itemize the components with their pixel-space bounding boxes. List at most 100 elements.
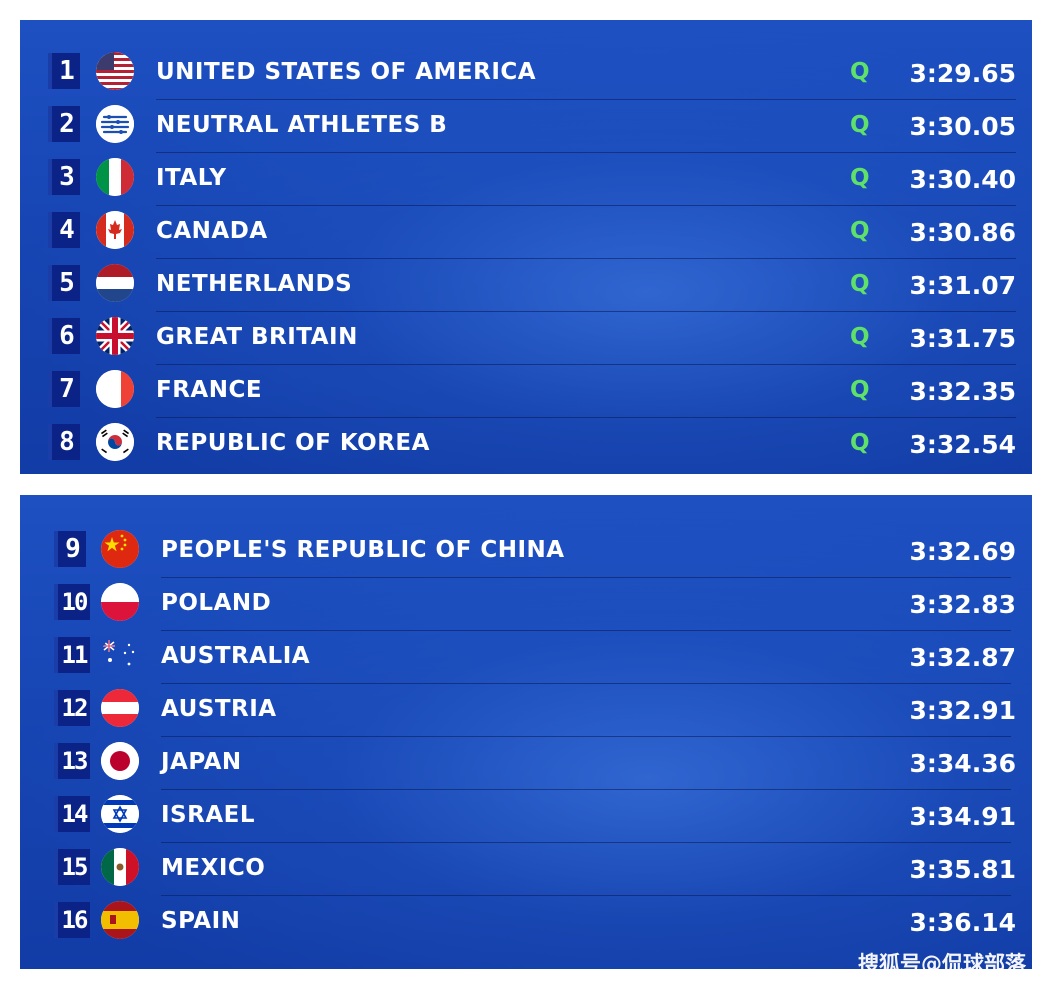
rank-badge: 1 (48, 53, 80, 89)
rank-badge: 7 (48, 371, 80, 407)
qualified-mark: Q (850, 271, 870, 297)
poland-flag-icon (101, 583, 139, 621)
result-time: 3:32.87 (909, 643, 1016, 672)
country-name: NETHERLANDS (156, 271, 353, 297)
result-row: 9 PEOPLE'S REPUBLIC OF CHINA 3:32.69 (20, 525, 1032, 578)
result-time: 3:36.14 (909, 908, 1016, 937)
result-row: 10 POLAND 3:32.83 (20, 578, 1032, 631)
australia-flag-icon (101, 636, 139, 674)
rank-badge: 13 (54, 743, 90, 779)
row-divider (161, 630, 1011, 631)
result-row: 2 NEUTRAL ATHLETES B Q 3:30.05 (20, 100, 1032, 153)
row-divider (156, 99, 1016, 100)
canada-flag-icon (96, 211, 134, 249)
country-name: POLAND (161, 590, 272, 616)
france-flag-icon (96, 370, 134, 408)
result-row: 7 FRANCE Q 3:32.35 (20, 365, 1032, 418)
country-name: PEOPLE'S REPUBLIC OF CHINA (161, 537, 565, 563)
qualified-mark: Q (850, 218, 870, 244)
row-divider (161, 736, 1011, 737)
result-time: 3:35.81 (909, 855, 1016, 884)
result-time: 3:30.05 (909, 112, 1016, 141)
country-name: SPAIN (161, 908, 241, 934)
country-name: REPUBLIC OF KOREA (156, 430, 430, 456)
qualified-mark: Q (850, 377, 870, 403)
result-time: 3:32.91 (909, 696, 1016, 725)
row-divider (156, 364, 1016, 365)
result-time: 3:34.36 (909, 749, 1016, 778)
austria-flag-icon (101, 689, 139, 727)
country-name: UNITED STATES OF AMERICA (156, 59, 537, 85)
rank-badge: 10 (54, 584, 90, 620)
row-divider (161, 895, 1011, 896)
rank-badge: 16 (54, 902, 90, 938)
result-row: 6 GREAT BRITAIN Q 3:31.75 (20, 312, 1032, 365)
mexico-flag-icon (101, 848, 139, 886)
qualified-mark: Q (850, 165, 870, 191)
result-row: 1 UNITED STATES OF AMERICA Q 3:29.65 (20, 47, 1032, 100)
result-row: 14 ISRAEL 3:34.91 (20, 790, 1032, 843)
qualified-mark: Q (850, 324, 870, 350)
row-divider (161, 789, 1011, 790)
qualified-mark: Q (850, 59, 870, 85)
country-name: GREAT BRITAIN (156, 324, 358, 350)
usa-flag-icon (96, 52, 134, 90)
japan-flag-icon (101, 742, 139, 780)
results-panel-bottom: 9 PEOPLE'S REPUBLIC OF CHINA 3:32.69 10 … (20, 495, 1032, 969)
row-divider (156, 417, 1016, 418)
country-name: FRANCE (156, 377, 263, 403)
country-name: ITALY (156, 165, 227, 191)
results-panel-top: 1 UNITED STATES OF AMERICA Q 3:29.65 2 N… (20, 20, 1032, 474)
spain-flag-icon (101, 901, 139, 939)
rank-badge: 14 (54, 796, 90, 832)
result-row: 4 CANADA Q 3:30.86 (20, 206, 1032, 259)
rank-badge: 2 (48, 106, 80, 142)
result-time: 3:30.86 (909, 218, 1016, 247)
country-name: AUSTRALIA (161, 643, 311, 669)
row-divider (161, 683, 1011, 684)
rank-badge: 4 (48, 212, 80, 248)
rank-badge: 9 (54, 531, 86, 567)
result-row: 3 ITALY Q 3:30.40 (20, 153, 1032, 206)
row-divider (156, 205, 1016, 206)
country-name: MEXICO (161, 855, 266, 881)
rank-badge: 11 (54, 637, 90, 673)
result-time: 3:30.40 (909, 165, 1016, 194)
neutral-athletes-flag-icon (96, 105, 134, 143)
row-divider (156, 152, 1016, 153)
result-time: 3:31.07 (909, 271, 1016, 300)
row-divider (156, 311, 1016, 312)
country-name: ISRAEL (161, 802, 256, 828)
country-name: CANADA (156, 218, 268, 244)
result-time: 3:32.69 (909, 537, 1016, 566)
country-name: NEUTRAL ATHLETES B (156, 112, 448, 138)
result-row: 13 JAPAN 3:34.36 (20, 737, 1032, 790)
row-divider (161, 842, 1011, 843)
qualified-mark: Q (850, 112, 870, 138)
israel-flag-icon (101, 795, 139, 833)
great-britain-flag-icon (96, 317, 134, 355)
china-flag-icon (101, 530, 139, 568)
rank-badge: 3 (48, 159, 80, 195)
rank-badge: 5 (48, 265, 80, 301)
country-name: AUSTRIA (161, 696, 277, 722)
rank-badge: 6 (48, 318, 80, 354)
result-time: 3:32.83 (909, 590, 1016, 619)
country-name: JAPAN (161, 749, 242, 775)
result-row: 5 NETHERLANDS Q 3:31.07 (20, 259, 1032, 312)
netherlands-flag-icon (96, 264, 134, 302)
result-time: 3:32.35 (909, 377, 1016, 406)
italy-flag-icon (96, 158, 134, 196)
qualified-mark: Q (850, 430, 870, 456)
result-row: 11 AUSTRALIA 3:32.87 (20, 631, 1032, 684)
rank-badge: 8 (48, 424, 80, 460)
result-time: 3:31.75 (909, 324, 1016, 353)
result-row: 16 SPAIN 3:36.14 (20, 896, 1032, 949)
result-time: 3:32.54 (909, 430, 1016, 459)
result-row: 8 REPUBLIC OF KOREA Q 3:32.54 (20, 418, 1032, 471)
result-time: 3:29.65 (909, 59, 1016, 88)
row-divider (156, 258, 1016, 259)
korea-flag-icon (96, 423, 134, 461)
watermark-text: 搜狐号@侃球部落 (858, 952, 1026, 976)
rank-badge: 12 (54, 690, 90, 726)
